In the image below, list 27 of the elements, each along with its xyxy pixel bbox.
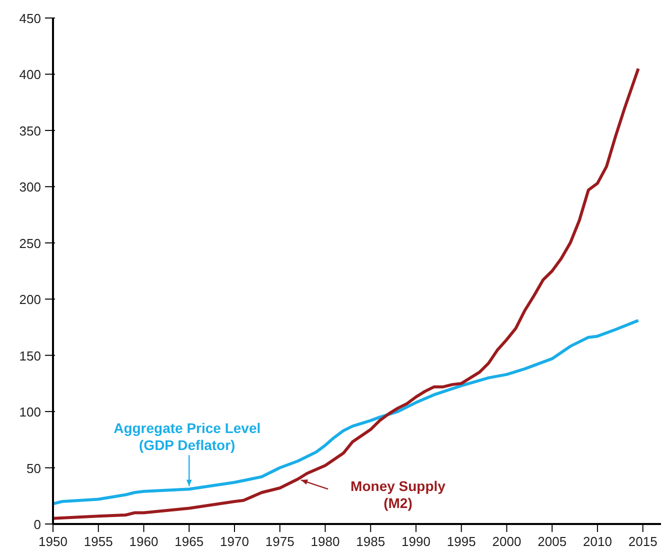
series-label: Aggregate Price Level (GDP Deflator): [114, 420, 261, 454]
y-tick-label: 300: [19, 180, 41, 195]
y-tick-label: 200: [19, 292, 41, 308]
legend-label: Money Supply (M2): [350, 478, 446, 512]
y-tick-label: 400: [19, 67, 41, 82]
y-tick-label: 50: [26, 460, 41, 476]
x-tick-label: 2000: [492, 534, 522, 549]
x-tick-label: 1960: [129, 534, 158, 549]
y-tick-label: 350: [19, 123, 41, 138]
x-tick-label: 1955: [84, 534, 113, 549]
x-tick-label: 1975: [265, 534, 294, 549]
x-tick-label: 1970: [220, 534, 249, 549]
y-tick-label: 250: [19, 236, 41, 251]
x-tick-label: 1965: [174, 534, 204, 549]
y-tick-label: 450: [19, 11, 41, 26]
y-tick-label: 0: [34, 517, 41, 532]
y-tick-label: 150: [19, 348, 41, 364]
x-tick-label: 1985: [356, 534, 386, 549]
x-tick-label: 2005: [538, 534, 567, 549]
x-tick-label: 2010: [583, 534, 612, 549]
line-series: [53, 67, 640, 520]
x-tick-label: 1995: [446, 534, 476, 549]
x-tick-label: 1950: [38, 534, 68, 549]
x-tick-label: 1990: [402, 534, 430, 549]
x-tick-label: 2015: [628, 534, 658, 549]
x-tick-label: 1980: [310, 534, 340, 549]
y-tick-label: 100: [19, 404, 41, 420]
